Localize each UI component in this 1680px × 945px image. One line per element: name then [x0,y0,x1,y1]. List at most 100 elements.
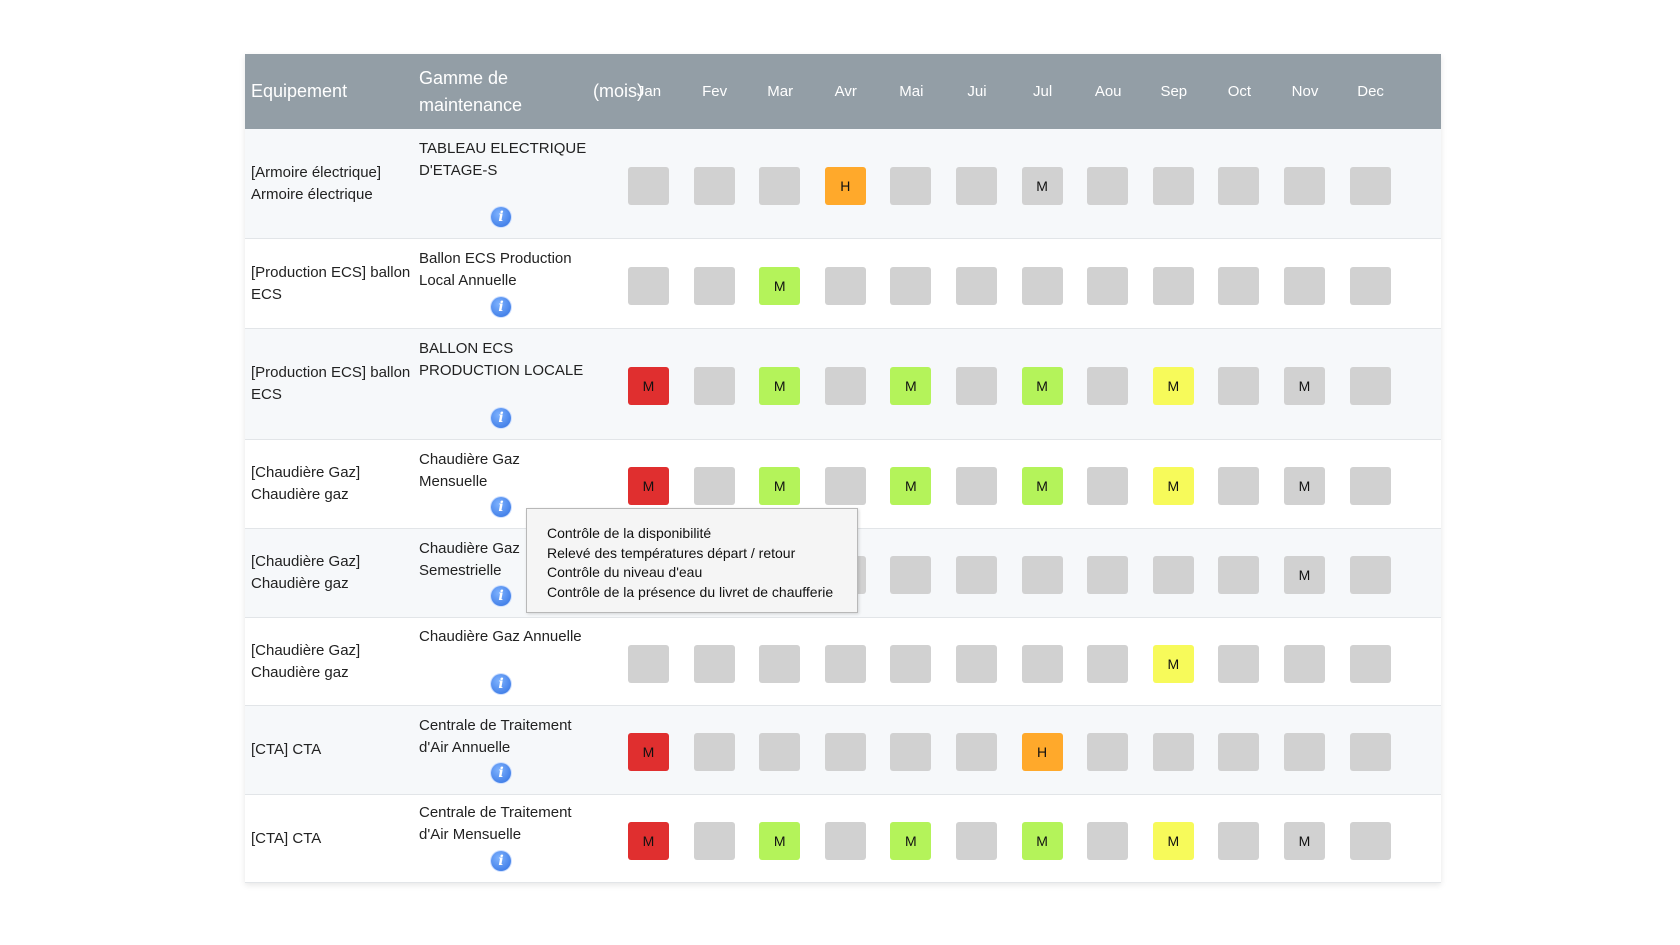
month-status-cell[interactable] [693,644,735,683]
month-status-cell[interactable] [1349,367,1391,405]
month-status-cell[interactable] [1349,166,1391,205]
month-status-cell[interactable] [1152,166,1194,205]
month-status-cell[interactable] [956,166,997,205]
month-status-cell[interactable] [1218,644,1260,683]
month-status-cell[interactable] [1349,556,1391,594]
month-status-cell[interactable] [1152,733,1194,771]
month-status-cell[interactable] [1152,266,1194,305]
month-status-cell[interactable]: M [1152,821,1194,860]
month-status-cell[interactable] [1218,266,1260,305]
month-status-cell[interactable] [1218,367,1260,405]
month-status-cell[interactable] [1284,644,1325,683]
month-status-cell[interactable] [1087,467,1129,505]
month-status-cell[interactable]: M [1021,166,1063,205]
month-status-cell[interactable] [693,821,735,860]
month-status-cell[interactable]: M [628,367,669,405]
month-status-cell[interactable]: M [1284,821,1325,860]
month-status-cell[interactable] [824,644,866,683]
month-status-cell[interactable]: H [824,166,866,205]
month-status-cell[interactable] [693,367,735,405]
month-status-cell[interactable]: H [1021,733,1063,771]
info-icon[interactable]: i [491,497,511,517]
month-status-cell[interactable] [693,733,735,771]
month-status-cell[interactable]: M [1021,467,1063,505]
month-status-cell[interactable] [1021,266,1063,305]
month-status-cell[interactable] [1087,733,1129,771]
month-status-cell[interactable] [1087,266,1129,305]
month-status-cell[interactable] [824,367,866,405]
info-icon[interactable]: i [491,763,511,783]
info-icon[interactable]: i [491,207,511,227]
month-status-cell[interactable] [693,467,735,505]
month-status-cell[interactable] [1284,733,1325,771]
month-status-cell[interactable] [824,266,866,305]
month-status-cell[interactable]: M [1021,367,1063,405]
month-status-cell[interactable] [956,367,997,405]
month-status-cell[interactable] [1218,166,1260,205]
info-icon[interactable]: i [491,297,511,317]
month-status-cell[interactable] [1218,733,1260,771]
month-status-cell[interactable] [1349,266,1391,305]
month-status-cell[interactable]: M [1284,556,1325,594]
month-status-cell[interactable] [956,266,997,305]
month-status-cell[interactable] [890,166,932,205]
month-status-cell[interactable] [890,556,932,594]
month-status-cell[interactable] [1349,733,1391,771]
month-status-cell[interactable] [759,733,801,771]
month-status-cell[interactable] [956,556,997,594]
month-status-cell[interactable] [1021,644,1063,683]
month-status-cell[interactable] [824,821,866,860]
month-status-cell[interactable] [890,644,932,683]
month-status-cell[interactable]: M [1021,821,1063,860]
month-status-cell[interactable] [1284,266,1325,305]
month-status-cell[interactable] [1284,166,1325,205]
month-status-cell[interactable] [956,733,997,771]
month-status-cell[interactable] [1152,556,1194,594]
info-icon[interactable]: i [491,674,511,694]
month-status-cell[interactable]: M [759,266,801,305]
month-status-cell[interactable] [693,266,735,305]
month-status-cell[interactable] [824,467,866,505]
month-status-cell[interactable]: M [890,821,932,860]
month-status-cell[interactable]: M [890,367,932,405]
month-status-cell[interactable] [956,467,997,505]
month-status-cell[interactable]: M [890,467,932,505]
month-status-cell[interactable] [628,166,669,205]
month-status-cell[interactable] [956,821,997,860]
month-status-cell[interactable] [956,644,997,683]
month-status-cell[interactable] [1218,467,1260,505]
info-icon[interactable]: i [491,851,511,871]
month-status-cell[interactable] [759,644,801,683]
info-icon[interactable]: i [491,408,511,428]
month-status-cell[interactable]: M [628,467,669,505]
month-status-cell[interactable] [890,266,932,305]
month-status-cell[interactable]: M [628,733,669,771]
month-status-cell[interactable] [693,166,735,205]
month-status-cell[interactable]: M [628,821,669,860]
month-status-cell[interactable] [1087,367,1129,405]
month-status-cell[interactable] [890,733,932,771]
month-status-cell[interactable]: M [759,467,801,505]
month-status-cell[interactable] [1218,821,1260,860]
month-status-cell[interactable] [824,733,866,771]
month-status-cell[interactable]: M [759,821,801,860]
month-status-cell[interactable] [628,644,669,683]
month-status-cell[interactable]: M [1152,644,1194,683]
month-status-cell[interactable] [1087,821,1129,860]
month-status-cell[interactable] [759,166,801,205]
month-status-cell[interactable] [1087,644,1129,683]
month-status-cell[interactable]: M [1152,367,1194,405]
month-status-cell[interactable] [1218,556,1260,594]
month-status-cell[interactable]: M [1152,467,1194,505]
info-icon[interactable]: i [491,586,511,606]
month-status-cell[interactable]: M [1284,367,1325,405]
month-status-cell[interactable] [1087,556,1129,594]
month-status-cell[interactable] [1349,821,1391,860]
month-status-cell[interactable]: M [1284,467,1325,505]
month-status-cell[interactable] [1021,556,1063,594]
month-status-cell[interactable] [628,266,669,305]
month-status-cell[interactable] [1087,166,1129,205]
month-status-cell[interactable] [1349,467,1391,505]
month-status-cell[interactable] [1349,644,1391,683]
month-status-cell[interactable]: M [759,367,801,405]
